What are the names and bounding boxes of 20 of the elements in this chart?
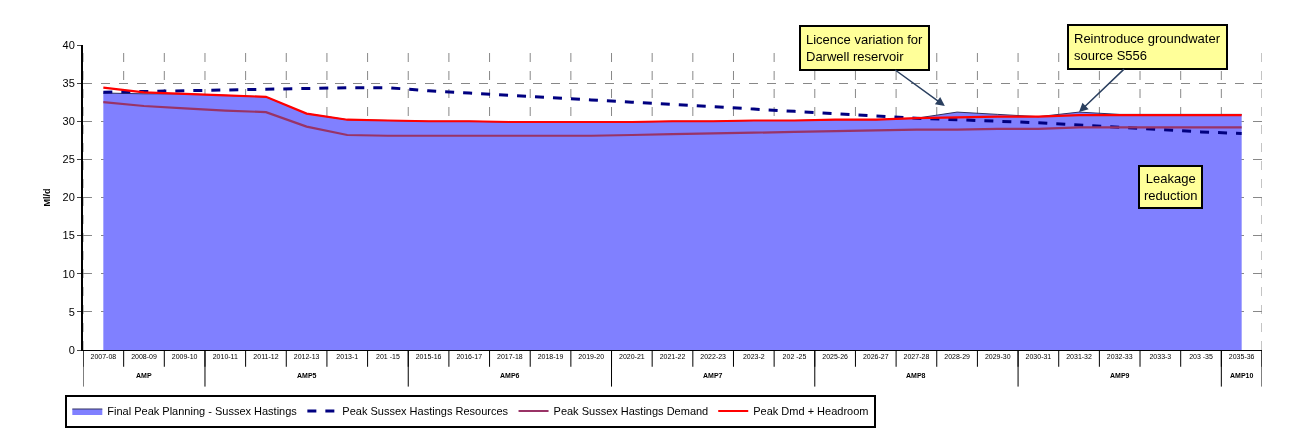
y-tick-label: 20 — [62, 191, 75, 204]
y-tick-label: 0 — [68, 343, 75, 356]
y-tick-label: 40 — [62, 38, 75, 51]
line-series — [101, 86, 1244, 135]
legend-label: Final Peak Planning - Sussex Hastings — [107, 405, 298, 418]
annotation: Licence variation for Darwell reservoir — [806, 32, 924, 64]
y-tick-label: 25 — [62, 153, 75, 166]
y-tick-label: 35 — [62, 76, 75, 89]
legend-label: Peak Dmd + Headroom — [753, 405, 869, 418]
y-tick-label: 5 — [68, 305, 75, 318]
line-series — [102, 101, 1243, 137]
legend-label: Peak Sussex Hastings Demand — [553, 405, 709, 418]
line-series — [102, 86, 1243, 124]
y-tick-label: 30 — [62, 115, 75, 128]
y-axis-title: Ml/d — [42, 188, 53, 207]
annotation: Reintroduce groundwater source S556 — [1074, 31, 1221, 63]
legend-label: Peak Sussex Hastings Resources — [342, 405, 509, 418]
y-tick-label: 10 — [62, 267, 75, 280]
y-tick-label: 15 — [62, 229, 75, 242]
annotation: Leakage reduction — [1144, 171, 1198, 203]
